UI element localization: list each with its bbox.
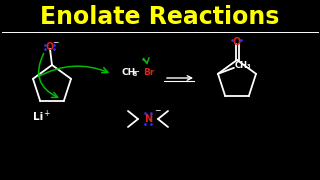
Text: −: −: [132, 67, 140, 77]
Text: Enolate Reactions: Enolate Reactions: [40, 5, 280, 29]
Text: 3: 3: [133, 71, 137, 76]
Text: Li: Li: [33, 112, 43, 122]
Text: O: O: [46, 42, 54, 52]
Text: Br: Br: [143, 68, 154, 76]
Text: CH: CH: [122, 68, 136, 76]
Text: +: +: [43, 109, 49, 118]
Text: N: N: [144, 114, 152, 124]
Text: −: −: [154, 107, 160, 116]
Text: CH₃: CH₃: [235, 61, 251, 70]
Text: O: O: [233, 37, 241, 47]
Text: −: −: [52, 39, 58, 48]
